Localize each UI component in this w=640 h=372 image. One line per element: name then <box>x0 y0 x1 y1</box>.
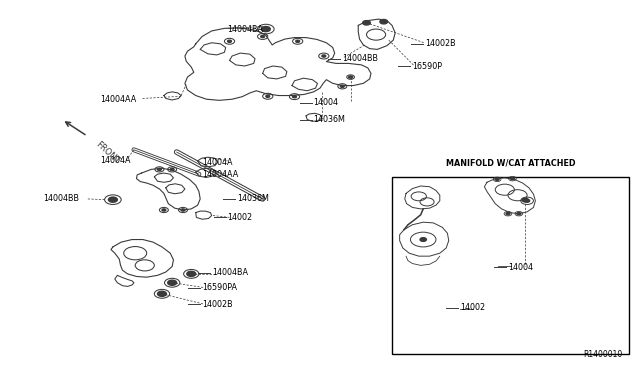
Text: R1400010: R1400010 <box>584 350 623 359</box>
Circle shape <box>181 209 185 211</box>
Text: 14004BA: 14004BA <box>228 25 264 33</box>
Text: 14004AA: 14004AA <box>202 170 238 179</box>
Circle shape <box>506 212 510 215</box>
Text: 14004BA: 14004BA <box>212 268 248 277</box>
Text: 14004A: 14004A <box>202 157 232 167</box>
Text: FRONT: FRONT <box>94 140 121 166</box>
Text: 14002B: 14002B <box>425 39 456 48</box>
Text: 14036M: 14036M <box>237 195 269 203</box>
Text: 16590PA: 16590PA <box>202 283 237 292</box>
Circle shape <box>363 20 371 25</box>
Circle shape <box>261 26 270 32</box>
Circle shape <box>511 177 515 180</box>
Circle shape <box>349 76 353 78</box>
Text: 14002: 14002 <box>460 303 485 312</box>
Bar <box>392 177 629 354</box>
Circle shape <box>162 209 166 211</box>
Circle shape <box>228 40 232 42</box>
Circle shape <box>296 40 300 42</box>
Circle shape <box>157 291 166 296</box>
Text: 14002B: 14002B <box>202 300 233 309</box>
Circle shape <box>266 95 269 97</box>
Circle shape <box>168 280 177 285</box>
Circle shape <box>380 19 388 24</box>
Circle shape <box>525 199 530 202</box>
Text: 14004: 14004 <box>508 263 533 272</box>
Text: 14004A: 14004A <box>100 155 131 165</box>
Text: 14004: 14004 <box>314 99 339 108</box>
Text: MANIFOLD W/CAT ATTACHED: MANIFOLD W/CAT ATTACHED <box>446 158 575 167</box>
Text: 14004BB: 14004BB <box>43 195 79 203</box>
Text: 16590P: 16590P <box>412 61 442 71</box>
Circle shape <box>420 238 426 241</box>
Circle shape <box>495 178 499 180</box>
Circle shape <box>322 55 326 57</box>
Circle shape <box>157 168 161 170</box>
Circle shape <box>187 271 196 276</box>
Circle shape <box>170 168 174 170</box>
Text: 14036M: 14036M <box>314 115 346 124</box>
Circle shape <box>260 35 264 38</box>
Circle shape <box>292 96 296 98</box>
Circle shape <box>517 212 521 215</box>
Circle shape <box>108 197 117 202</box>
Text: 14004AA: 14004AA <box>100 95 136 104</box>
Text: 14002: 14002 <box>228 213 253 222</box>
Circle shape <box>340 85 344 87</box>
Circle shape <box>522 198 529 202</box>
Text: 14004BB: 14004BB <box>342 54 378 63</box>
